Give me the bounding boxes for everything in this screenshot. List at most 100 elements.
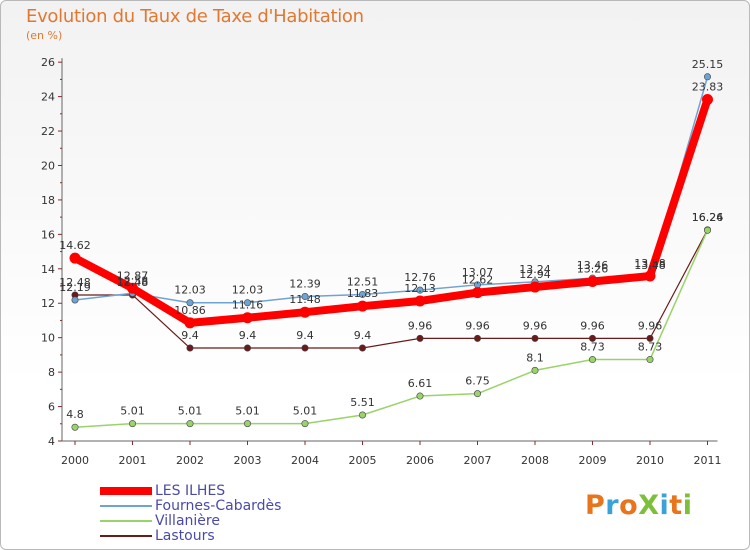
data-label: 9.96: [523, 319, 548, 332]
x-tick-label: 2008: [521, 454, 549, 467]
data-label: 10.86: [174, 304, 206, 317]
data-label: 9.96: [408, 319, 433, 332]
x-tick-label: 2007: [464, 454, 492, 467]
data-point: [71, 423, 79, 431]
y-tick-label: 24: [41, 91, 55, 104]
data-point: [473, 334, 481, 342]
data-point: [244, 344, 252, 352]
data-label: 9.96: [638, 319, 663, 332]
data-label: 12.03: [174, 284, 206, 297]
data-point: [703, 226, 711, 234]
x-tick-label: 2006: [406, 454, 434, 467]
legend-swatch: [100, 505, 152, 507]
y-tick-label: 10: [41, 332, 55, 345]
x-tick-label: 2000: [61, 454, 89, 467]
y-tick-label: 18: [41, 194, 55, 207]
data-label: 11.48: [289, 293, 321, 306]
data-point: [531, 334, 539, 342]
legend-label: Lastours: [155, 528, 215, 544]
data-label: 12.58: [117, 274, 149, 287]
legend-label: LES ILHES: [155, 483, 226, 499]
data-point: [414, 295, 426, 307]
data-label: 6.75: [465, 375, 490, 388]
legend-swatch: [100, 520, 152, 522]
x-tick-label: 2004: [291, 454, 319, 467]
data-label: 9.96: [580, 319, 605, 332]
legend-label: Villanière: [155, 513, 220, 529]
data-label: 11.16: [232, 299, 264, 312]
logo-letter: r: [605, 490, 620, 521]
data-label: 8.1: [526, 351, 544, 364]
x-tick-label: 2001: [119, 454, 147, 467]
series-2: [71, 226, 711, 431]
x-tick-label: 2011: [694, 454, 722, 467]
data-point: [473, 390, 481, 398]
logo-letter: i: [659, 490, 670, 521]
data-point: [301, 293, 309, 301]
x-tick-label: 2002: [176, 454, 204, 467]
series-line: [74, 76, 709, 304]
data-point: [301, 420, 309, 428]
series-1: [71, 73, 711, 307]
logo-letter: X: [638, 490, 660, 521]
axes: 4 6 8 10 12 14 16 18 20 22 24 26 2000 2001 2002 2003 200…: [41, 56, 722, 467]
data-label: 13.48: [634, 259, 666, 272]
legend-label: Fournes-Cabardès: [155, 498, 282, 514]
chart-title: Evolution du Taux de Taxe d'Habitation: [26, 6, 364, 27]
data-label: 12.03: [232, 284, 264, 297]
series-layer: [69, 73, 713, 431]
data-label: 14.62: [59, 239, 91, 252]
data-label: 12.87: [117, 269, 149, 282]
data-point: [358, 290, 366, 298]
data-label: 12.13: [404, 282, 436, 295]
data-point: [646, 356, 654, 364]
data-label: 4.8: [66, 408, 84, 421]
data-label: 12.76: [404, 271, 436, 284]
data-point: [301, 344, 309, 352]
y-tick-label: 26: [41, 56, 55, 69]
series-line: [73, 98, 712, 327]
data-point: [299, 306, 311, 318]
data-label: 9.4: [354, 329, 372, 342]
data-point: [127, 282, 138, 294]
data-label: 16.26: [692, 211, 724, 224]
x-tick-label: 2009: [579, 454, 607, 467]
x-tick-label: 2003: [234, 454, 262, 467]
data-label: 9.4: [239, 329, 257, 342]
data-label: 13.07: [462, 266, 494, 279]
y-tick-label: 14: [41, 263, 55, 276]
data-label: 9.4: [296, 329, 314, 342]
data-point: [588, 334, 596, 342]
data-point: [531, 366, 539, 374]
data-label: 5.01: [293, 405, 318, 418]
data-label: 5.01: [235, 405, 260, 418]
data-label: 25.15: [692, 58, 724, 71]
logo-letter: o: [619, 490, 639, 521]
data-point: [416, 392, 424, 400]
legend-swatch: [100, 535, 152, 537]
data-label: 13.58: [634, 257, 666, 270]
data-label-layer: 14.62 12.87 10.86 11.16 11.48 11.83 12.13 12.62…: [59, 58, 723, 421]
data-label: 13.26: [577, 263, 609, 276]
y-tick-label: 20: [41, 159, 55, 172]
data-label: 12.48: [59, 276, 91, 289]
data-point: [357, 300, 368, 312]
data-label: 12.39: [289, 278, 321, 291]
data-label: 5.01: [178, 405, 203, 418]
series-3: [71, 226, 711, 352]
data-point: [529, 281, 541, 293]
data-point: [358, 411, 366, 419]
data-label: 12.19: [59, 281, 91, 294]
data-point: [416, 286, 424, 294]
data-point: [703, 73, 711, 81]
y-tick-label: 16: [41, 228, 55, 241]
y-tick-label: 4: [48, 435, 55, 448]
data-label: 12.94: [519, 268, 551, 281]
series-0: [69, 94, 713, 329]
data-point: [358, 344, 366, 352]
data-point: [242, 312, 253, 324]
data-point: [587, 276, 598, 288]
data-label: 13.46: [577, 259, 609, 272]
x-tick-label: 2010: [636, 454, 664, 467]
